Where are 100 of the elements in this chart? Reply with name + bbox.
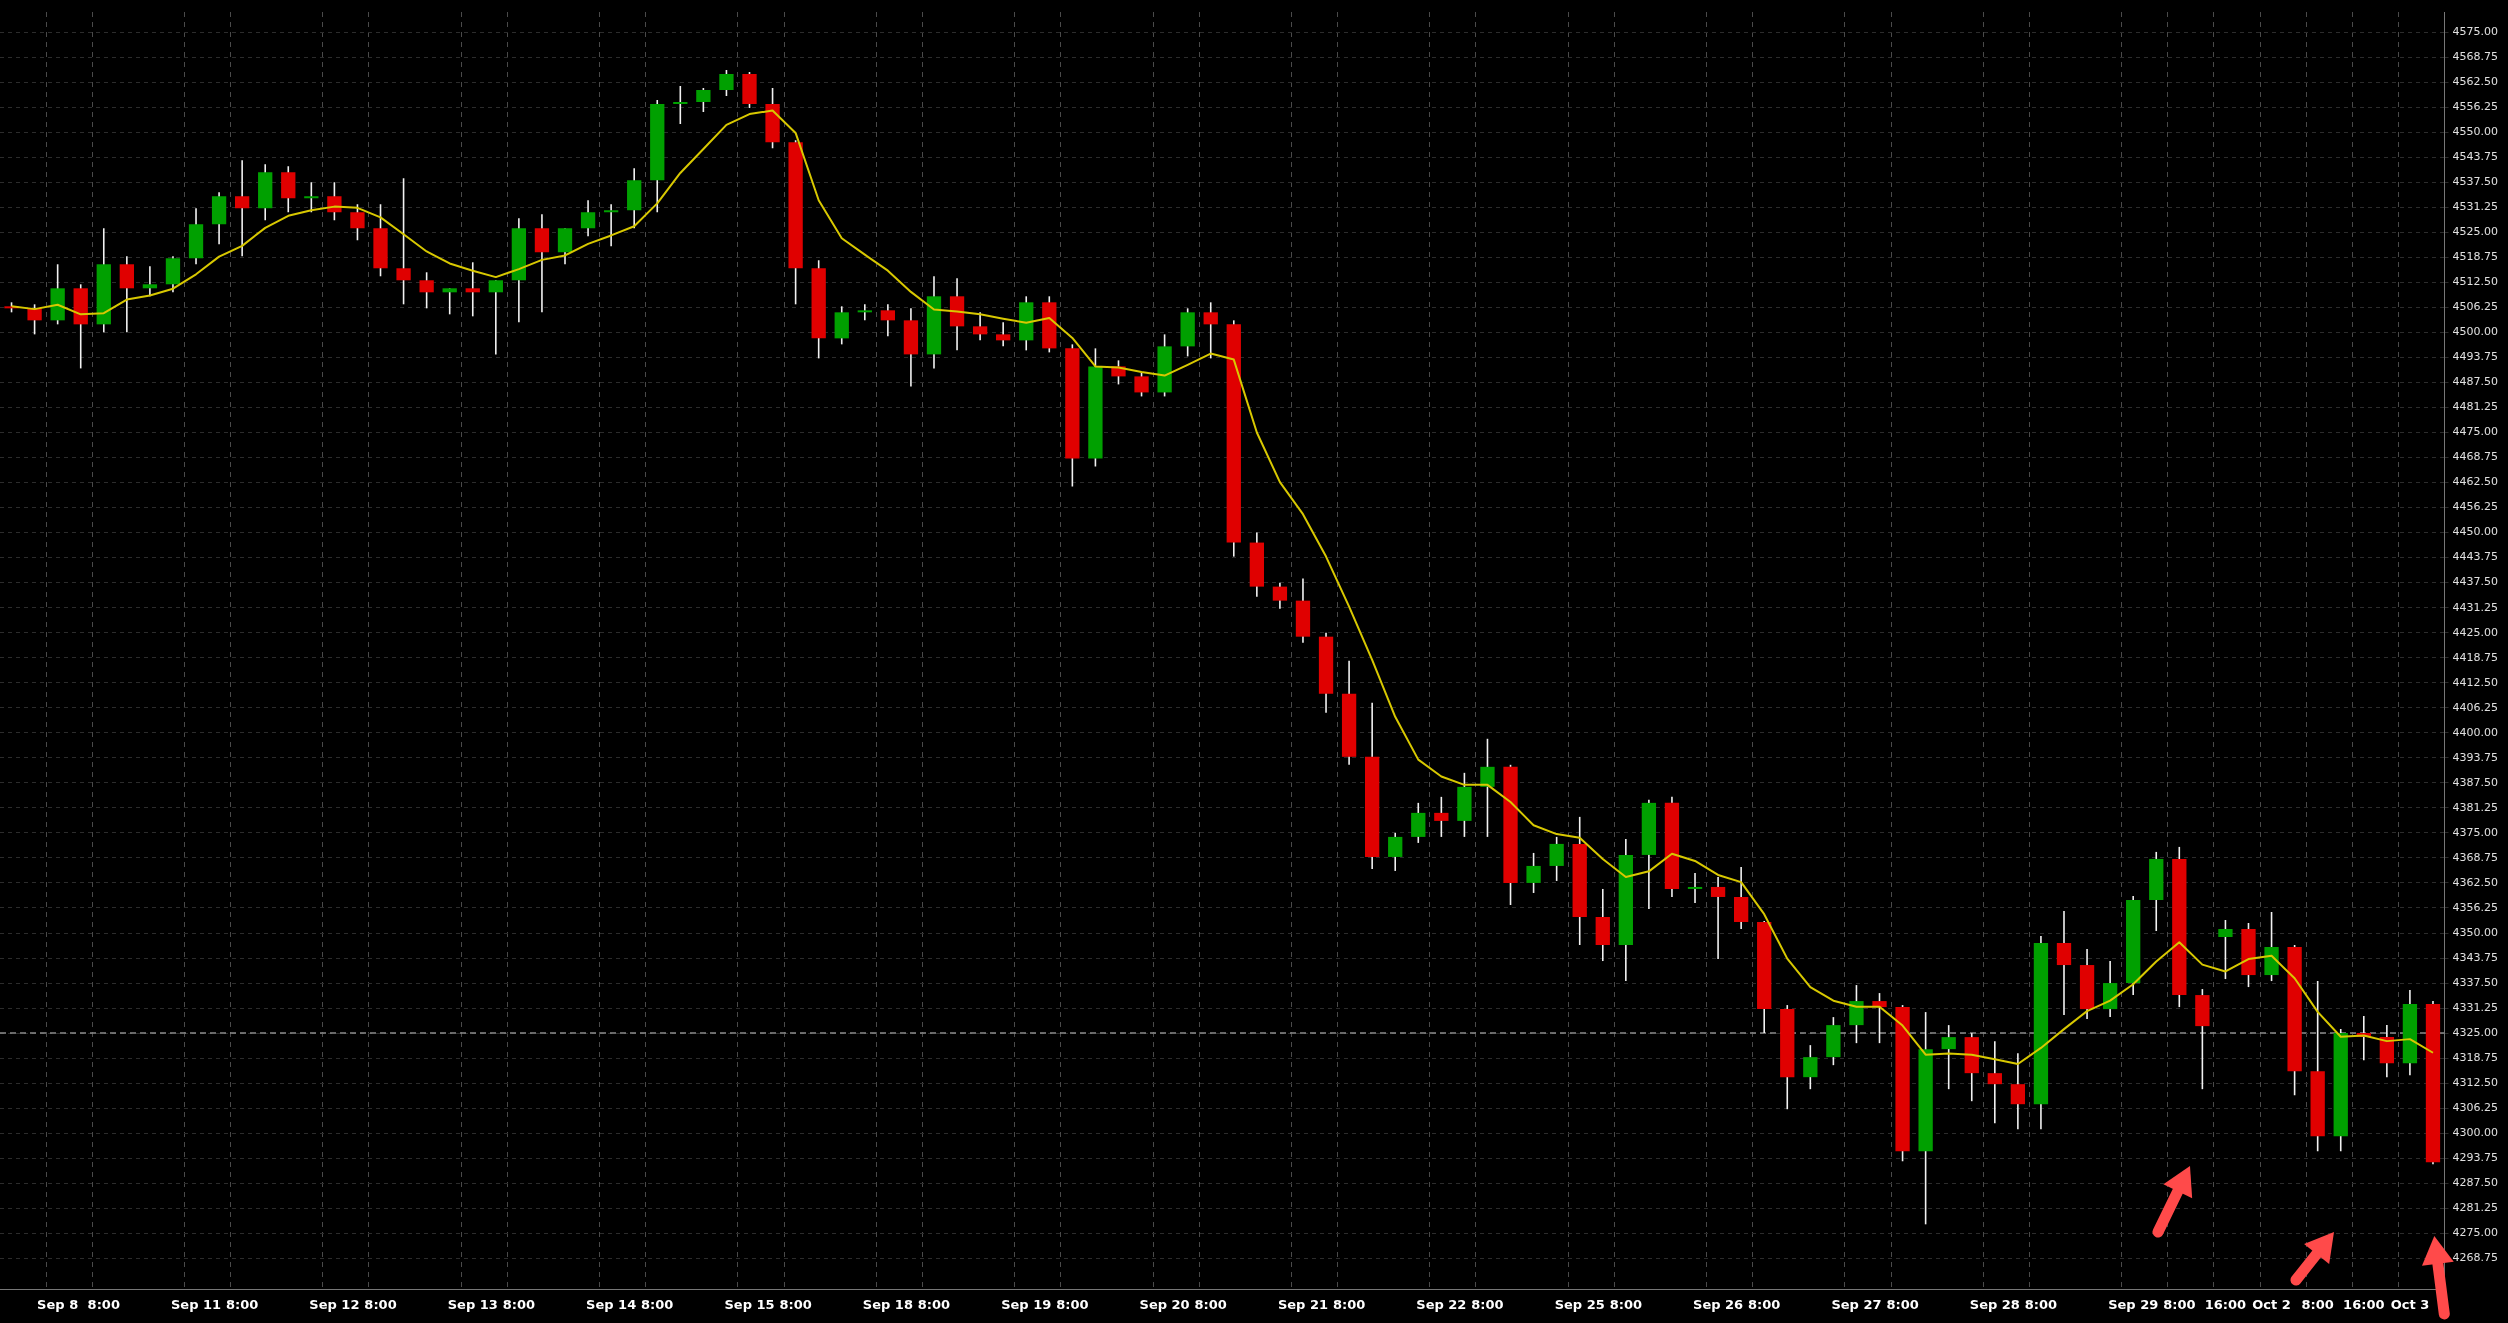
- y-tick-label: 4525.00: [2452, 225, 2499, 239]
- x-tick-label: Sep 14: [586, 1296, 637, 1312]
- x-tick-label: 8:00: [87, 1296, 120, 1312]
- candlestick: [1388, 832, 1403, 872]
- x-tick-label: 8:00: [2024, 1296, 2058, 1312]
- candlestick: [442, 287, 457, 316]
- y-tick-label: 4368.75: [2452, 850, 2499, 864]
- y-tick-label: 4268.75: [2452, 1251, 2499, 1265]
- x-tick-label: 8:00: [1194, 1296, 1227, 1312]
- y-tick-label: 4400.00: [2452, 725, 2499, 739]
- candlestick: [1872, 992, 1887, 1044]
- candlestick: [1526, 852, 1541, 894]
- candlestick: [2056, 910, 2072, 1016]
- y-tick-label: 4518.75: [2452, 250, 2499, 264]
- y-tick-label: 4431.25: [2452, 600, 2499, 614]
- y-tick-label: 4356.25: [2452, 900, 2499, 914]
- x-tick-label: Sep 22: [1416, 1296, 1467, 1312]
- y-tick-label: 4425.00: [2452, 625, 2499, 639]
- candlestick: [603, 203, 619, 248]
- x-tick-label: Sep 18: [862, 1296, 913, 1312]
- x-tick-label: 8:00: [641, 1296, 674, 1312]
- candlestick: [142, 265, 158, 298]
- candlestick: [673, 85, 688, 125]
- candlestick: [396, 177, 411, 306]
- candlestick: [580, 199, 596, 238]
- y-tick-label: 4537.50: [2452, 175, 2499, 189]
- candlestick: [1987, 1040, 2002, 1125]
- x-tick-label: Oct 2: [2252, 1296, 2291, 1312]
- candlestick: [972, 311, 988, 342]
- y-tick-label: 4481.25: [2452, 400, 2499, 414]
- y-tick-label: 4293.75: [2452, 1151, 2499, 1165]
- candlestick: [1687, 872, 1703, 904]
- x-tick-label: 8:00: [917, 1296, 951, 1312]
- y-tick-label: 4456.25: [2452, 500, 2499, 514]
- y-tick-label: 4543.75: [2452, 150, 2499, 164]
- x-tick-label: Sep 25: [1554, 1296, 1605, 1312]
- y-tick-label: 4381.25: [2452, 800, 2499, 814]
- x-tick-label: 8:00: [225, 1296, 259, 1312]
- y-tick-label: 4500.00: [2452, 325, 2499, 339]
- y-tick-label: 4450.00: [2452, 525, 2499, 539]
- y-tick-label: 4387.50: [2452, 775, 2499, 789]
- x-tick-label: 8:00: [1471, 1296, 1504, 1312]
- x-tick-label: Sep 8: [37, 1296, 79, 1312]
- y-tick-label: 4350.00: [2452, 925, 2499, 939]
- candlestick: [857, 303, 872, 322]
- y-tick-label: 4275.00: [2452, 1226, 2499, 1240]
- candlestick: [27, 303, 42, 336]
- x-tick-label: 8:00: [1056, 1296, 1089, 1312]
- x-tick-label: 16:00: [2204, 1296, 2247, 1312]
- y-tick-label: 4300.00: [2452, 1126, 2499, 1140]
- candlestick: [719, 69, 734, 97]
- y-tick-label: 4562.50: [2452, 74, 2499, 88]
- candlestick: [1272, 581, 1288, 610]
- y-tick-label: 4375.00: [2452, 825, 2499, 839]
- x-tick-label: Sep 19: [1001, 1296, 1052, 1312]
- y-tick-label: 4331.25: [2452, 1000, 2499, 1014]
- y-tick-label: 4468.75: [2452, 450, 2499, 464]
- x-tick-label: 8:00: [1609, 1296, 1642, 1312]
- candlestick: [350, 203, 365, 242]
- x-tick-label: 8:00: [2301, 1296, 2334, 1312]
- x-tick-label: Sep 21: [1277, 1296, 1329, 1312]
- y-tick-label: 4437.50: [2452, 575, 2499, 589]
- candlestick: [880, 303, 896, 338]
- y-tick-label: 4568.75: [2452, 49, 2499, 63]
- y-tick-label: 4362.50: [2452, 875, 2499, 889]
- x-tick-label: 8:00: [1748, 1296, 1781, 1312]
- x-tick-label: Sep 15: [724, 1296, 775, 1312]
- y-tick-label: 4575.00: [2452, 24, 2499, 38]
- candlestick: [465, 261, 480, 318]
- y-tick-label: 4287.50: [2452, 1176, 2499, 1190]
- candlestick: [696, 87, 711, 113]
- x-tick-label: 8:00: [502, 1296, 536, 1312]
- y-tick-label: 4550.00: [2452, 124, 2499, 138]
- candlestick: [488, 279, 503, 356]
- candlestick: [1710, 876, 1726, 960]
- x-tick-label: Sep 11: [170, 1296, 222, 1312]
- candlestick: [1941, 1024, 1956, 1090]
- x-tick-label: Sep 20: [1139, 1296, 1190, 1312]
- candlestick: [1480, 738, 1495, 838]
- x-tick-label: 8:00: [1332, 1296, 1366, 1312]
- x-tick-label: Sep 26: [1693, 1296, 1744, 1312]
- candlestick: [304, 181, 319, 214]
- y-tick-label: 4306.25: [2452, 1101, 2499, 1115]
- x-tick-label: 8:00: [779, 1296, 812, 1312]
- candlestick: [1134, 371, 1149, 398]
- x-tick-label: Sep 27: [1831, 1296, 1882, 1312]
- x-tick-label: Sep 28: [1969, 1296, 2020, 1312]
- y-tick-label: 4406.25: [2452, 700, 2499, 714]
- y-tick-label: 4325.00: [2452, 1025, 2499, 1039]
- candlestick: [1203, 301, 1218, 360]
- y-tick-label: 4281.25: [2452, 1201, 2499, 1215]
- y-tick-label: 4337.50: [2452, 975, 2499, 989]
- y-tick-label: 4462.50: [2452, 475, 2499, 489]
- candlestick: [2218, 919, 2233, 980]
- y-tick-label: 4512.50: [2452, 275, 2499, 289]
- x-tick-label: Sep 13: [447, 1296, 498, 1312]
- x-tick-label: 16:00: [2343, 1296, 2385, 1312]
- y-tick-label: 4475.00: [2452, 425, 2499, 439]
- candlestick: [996, 321, 1011, 348]
- candlestick: [1549, 836, 1564, 882]
